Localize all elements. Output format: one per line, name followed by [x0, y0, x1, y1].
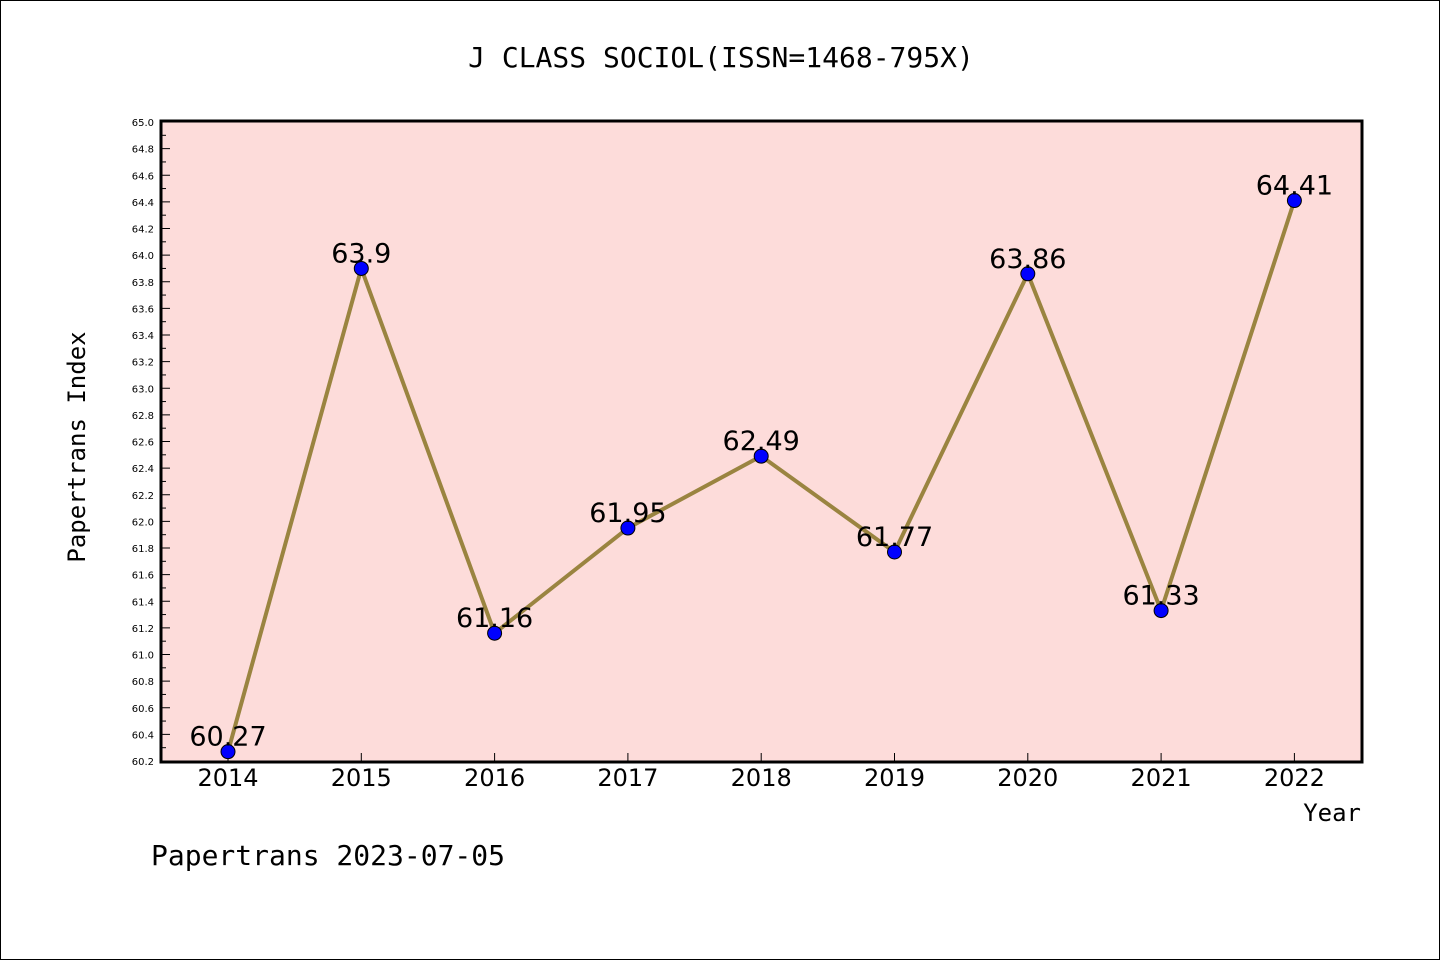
- x-axis-label: Year: [1303, 799, 1361, 827]
- data-point: [353, 260, 369, 276]
- y-tick-label: 60.2: [132, 757, 154, 768]
- x-axis: 2014 2015 2016 2017 2018 2019 2020 2021 2022: [197, 753, 1325, 792]
- data-label: 61.95: [589, 498, 666, 529]
- x-tick-label: 2022: [1264, 764, 1325, 792]
- y-tick-label: 61.8: [132, 544, 154, 555]
- x-tick-label: 2017: [597, 764, 658, 792]
- y-tick-label: 64.8: [132, 145, 154, 156]
- x-tick-label: 2019: [864, 764, 925, 792]
- data-point: [1020, 266, 1036, 282]
- y-tick-label: 62.2: [132, 491, 154, 502]
- data-label: 62.49: [723, 426, 800, 457]
- y-tick-label: 63.0: [132, 384, 154, 395]
- y-axis-label: Papertrans Index: [63, 331, 91, 562]
- x-tick-label: 2018: [731, 764, 792, 792]
- y-tick-label: 62.4: [132, 464, 154, 475]
- y-tick-label: 61.0: [132, 651, 154, 662]
- data-point: [1286, 193, 1302, 209]
- x-tick-label: 2014: [197, 764, 258, 792]
- y-tick-label: 60.6: [132, 704, 154, 715]
- y-tick-label: 61.4: [132, 597, 154, 608]
- data-label: 61.33: [1122, 581, 1199, 612]
- y-tick-label: 62.0: [132, 517, 154, 528]
- data-label: 64.41: [1256, 171, 1333, 202]
- y-tick-label: 65.0: [132, 118, 154, 129]
- y-tick-label: 60.4: [132, 730, 154, 741]
- y-tick-label: 61.2: [132, 624, 154, 635]
- data-point: [753, 448, 769, 464]
- y-tick-label: 63.6: [132, 304, 154, 315]
- y-tick-label: 63.4: [132, 331, 154, 342]
- x-tick-label: 2021: [1131, 764, 1192, 792]
- y-tick-label: 61.6: [132, 571, 154, 582]
- chart-title: J CLASS SOCIOL(ISSN=1468-795X): [468, 41, 974, 74]
- plot-frame: [159, 119, 1364, 764]
- y-tick-label: 64.0: [132, 251, 154, 262]
- y-tick-label: 64.4: [132, 198, 154, 209]
- data-label: 63.86: [989, 244, 1066, 275]
- y-tick-label: 62.8: [132, 411, 154, 422]
- series-layer: [220, 193, 1302, 760]
- data-labels: 60.27 63.9 61.16 61.95 62.49 61.77 63.86 61.33 6…: [189, 171, 1333, 753]
- footer-text: Papertrans 2023-07-05: [151, 839, 505, 872]
- data-point: [620, 520, 636, 536]
- data-label: 61.16: [456, 603, 533, 634]
- data-point: [887, 544, 902, 560]
- y-tick-label: 60.8: [132, 677, 154, 688]
- plot-area: [161, 121, 1362, 762]
- y-tick-label: 62.6: [132, 438, 154, 449]
- y-tick-label: 64.6: [132, 171, 154, 182]
- data-label: 63.9: [331, 238, 391, 269]
- x-tick-label: 2015: [331, 764, 392, 792]
- x-tick-label: 2020: [997, 764, 1058, 792]
- y-tick-label: 63.8: [132, 278, 154, 289]
- data-point: [220, 744, 236, 760]
- y-tick-label: 64.2: [132, 225, 154, 236]
- data-label: 61.77: [856, 522, 933, 553]
- data-point: [487, 625, 503, 641]
- data-point: [1153, 603, 1169, 619]
- x-tick-label: 2016: [464, 764, 525, 792]
- data-label: 60.27: [189, 722, 266, 753]
- y-tick-label: 63.2: [132, 358, 154, 369]
